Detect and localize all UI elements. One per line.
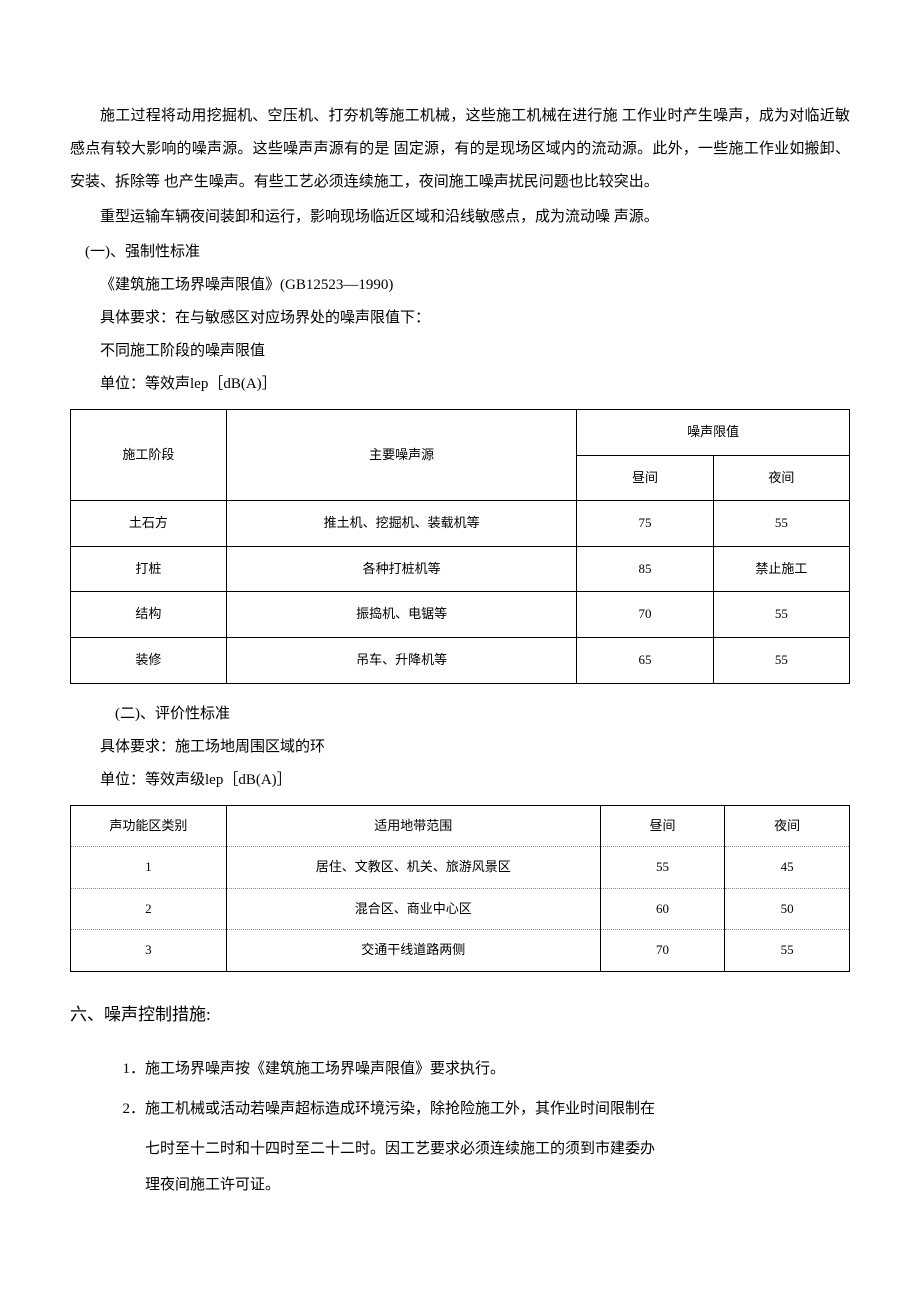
table1-unit: 单位：等效声lep［dB(A)］: [70, 368, 850, 401]
cell-source: 振捣机、电锯等: [226, 592, 577, 638]
cell-stage: 装修: [71, 637, 227, 683]
cell-source: 各种打桩机等: [226, 546, 577, 592]
cell-night: 45: [725, 847, 850, 889]
th-stage: 施工阶段: [71, 410, 227, 501]
th-limit: 噪声限值: [577, 410, 850, 456]
cell-day: 65: [577, 637, 713, 683]
table-row: 打桩 各种打桩机等 85 禁止施工: [71, 546, 850, 592]
table2-unit: 单位：等效声级lep［dB(A)］: [70, 764, 850, 797]
cell-day: 75: [577, 501, 713, 547]
body-paragraph-1: 施工过程将动用挖掘机、空压机、打夯机等施工机械，这些施工机械在进行施 工作业时产…: [70, 100, 850, 199]
th-category: 声功能区类别: [71, 805, 227, 847]
requirement-text: 具体要求：在与敏感区对应场界处的噪声限值下：: [70, 302, 850, 335]
table-row: 装修 吊车、升降机等 65 55: [71, 637, 850, 683]
cell-night: 55: [713, 501, 849, 547]
zone-limit-table: 声功能区类别 适用地带范围 昼间 夜间 1 居住、文教区、机关、旅游风景区 55…: [70, 805, 850, 972]
noise-limit-table: 施工阶段 主要噪声源 噪声限值 昼间 夜间 土石方 推土机、挖掘机、装载机等 7…: [70, 409, 850, 684]
cell-cat: 1: [71, 847, 227, 889]
cell-cat: 3: [71, 930, 227, 972]
body-paragraph-2: 重型运输车辆夜间装卸和运行，影响现场临近区域和沿线敏感点，成为流动噪 声源。: [70, 201, 850, 234]
cell-stage: 结构: [71, 592, 227, 638]
cell-zone: 混合区、商业中心区: [226, 888, 600, 930]
list-item-2-cont2: 理夜间施工许可证。: [70, 1167, 850, 1203]
th-night: 夜间: [725, 805, 850, 847]
list-item-2: 2．施工机械或活动若噪声超标造成环境污染，除抢险施工外，其作业时间限制在: [70, 1091, 850, 1127]
cell-night: 禁止施工: [713, 546, 849, 592]
table-row: 土石方 推土机、挖掘机、装载机等 75 55: [71, 501, 850, 547]
cell-zone: 居住、文教区、机关、旅游风景区: [226, 847, 600, 889]
cell-cat: 2: [71, 888, 227, 930]
cell-source: 推土机、挖掘机、装载机等: [226, 501, 577, 547]
cell-day: 70: [600, 930, 725, 972]
cell-day: 60: [600, 888, 725, 930]
cell-zone: 交通干线道路两侧: [226, 930, 600, 972]
cell-stage: 打桩: [71, 546, 227, 592]
cell-day: 70: [577, 592, 713, 638]
list-item-1: 1．施工场界噪声按《建筑施工场界噪声限值》要求执行。: [70, 1051, 850, 1087]
cell-stage: 土石方: [71, 501, 227, 547]
table-row: 3 交通干线道路两侧 70 55: [71, 930, 850, 972]
cell-night: 50: [725, 888, 850, 930]
table-row: 结构 振捣机、电锯等 70 55: [71, 592, 850, 638]
section-1-label: (一)、强制性标准: [70, 236, 850, 269]
cell-day: 55: [600, 847, 725, 889]
th-night: 夜间: [713, 455, 849, 501]
requirement-text-2: 具体要求：施工场地周围区域的环: [70, 731, 850, 764]
list-item-2-cont: 七时至十二时和十四时至二十二时。因工艺要求必须连续施工的须到市建委办: [70, 1131, 850, 1167]
section-6-heading: 六、噪声控制措施:: [70, 996, 850, 1033]
cell-night: 55: [713, 637, 849, 683]
table-row: 2 混合区、商业中心区 60 50: [71, 888, 850, 930]
cell-day: 85: [577, 546, 713, 592]
th-zone: 适用地带范围: [226, 805, 600, 847]
th-day: 昼间: [577, 455, 713, 501]
th-source: 主要噪声源: [226, 410, 577, 501]
table-row: 1 居住、文教区、机关、旅游风景区 55 45: [71, 847, 850, 889]
th-day: 昼间: [600, 805, 725, 847]
cell-night: 55: [725, 930, 850, 972]
cell-night: 55: [713, 592, 849, 638]
standard-title: 《建筑施工场界噪声限值》(GB12523—1990): [70, 269, 850, 302]
table-header-row: 施工阶段 主要噪声源 噪声限值: [71, 410, 850, 456]
section-2-label: (二)、评价性标准: [70, 698, 850, 731]
table-header-row: 声功能区类别 适用地带范围 昼间 夜间: [71, 805, 850, 847]
cell-source: 吊车、升降机等: [226, 637, 577, 683]
table1-caption: 不同施工阶段的噪声限值: [70, 335, 850, 368]
